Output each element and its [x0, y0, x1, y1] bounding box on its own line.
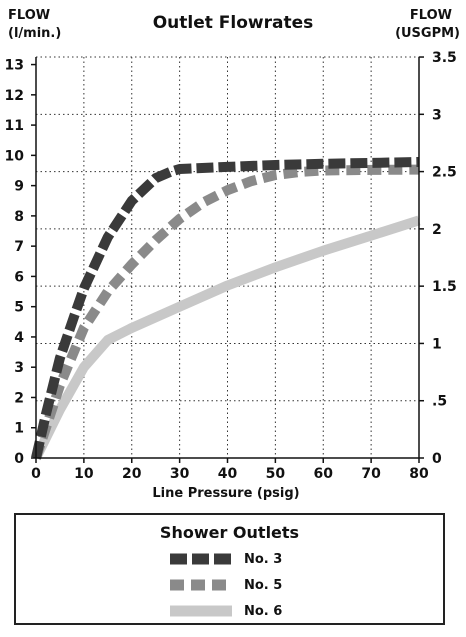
legend-item-no3: No. 3: [168, 549, 282, 569]
x-tick-label: 70: [361, 466, 381, 482]
x-tick-label: 10: [74, 466, 94, 482]
y-tick-label: 6: [14, 269, 24, 285]
y-tick-label: 9: [14, 179, 24, 195]
series-layer: [31, 157, 421, 461]
y2-tick-label: .5: [432, 394, 447, 410]
x-tick-labels: 0 10 20 30 40 50 60 70 80: [31, 466, 429, 482]
right-axis-label-line1: FLOW: [410, 8, 452, 23]
right-axis-label-line2: (USGPM): [395, 26, 460, 41]
x-tick-label: 20: [122, 466, 142, 482]
legend: Shower Outlets No. 3 No. 5 No. 6: [14, 513, 445, 625]
x-tick-label: 30: [170, 466, 190, 482]
x-tick-label: 40: [218, 466, 238, 482]
y2-tick-label: 2.5: [432, 165, 457, 181]
x-axis-label: Line Pressure (psig): [152, 486, 299, 501]
y-tick-label: 2: [14, 390, 24, 406]
x-tick-label: 0: [31, 466, 41, 482]
y2-tick-label: 1.5: [432, 279, 457, 295]
y-tick-label: 0: [14, 451, 24, 467]
series-line-no5: [31, 164, 420, 460]
series-line-no3: [31, 157, 420, 460]
grid-lines: [36, 56, 419, 458]
flowrate-chart: FLOW (l/min.) Outlet Flowrates FLOW (USG…: [5, 8, 460, 501]
x-tick-label: 80: [409, 466, 429, 482]
series-line-no6: [31, 215, 421, 461]
y-tick-label: 7: [14, 239, 24, 255]
y-tick-label: 4: [14, 330, 24, 346]
y2-tick-label: 3: [432, 107, 442, 123]
y-tick-label: 13: [5, 58, 24, 74]
left-axis-label-line2: (l/min.): [8, 26, 61, 41]
legend-label-no3: No. 3: [244, 551, 283, 567]
legend-swatch-no5: [170, 579, 232, 591]
left-axis-label-line1: FLOW: [8, 8, 50, 23]
y-tick-label: 10: [5, 148, 25, 164]
y-tick-label: 11: [5, 118, 24, 134]
legend-title: Shower Outlets: [159, 523, 300, 542]
y-tick-label: 8: [14, 209, 24, 225]
y2-tick-label: 0: [432, 451, 442, 467]
tick-marks: [31, 56, 424, 463]
legend-label-no5: No. 5: [244, 577, 283, 593]
y-tick-label: 5: [14, 300, 24, 316]
y2-tick-labels: 0 .5 1 1.5 2 2.5 3 3.5: [432, 50, 457, 467]
legend-swatch-no6: [170, 605, 232, 617]
chart-title: Outlet Flowrates: [153, 13, 314, 33]
x-tick-label: 60: [314, 466, 334, 482]
y2-tick-label: 3.5: [432, 50, 457, 66]
legend-label-no6: No. 6: [244, 603, 283, 619]
y-tick-label: 1: [14, 421, 24, 437]
legend-item-no5: No. 5: [168, 575, 282, 595]
legend-swatch-no3: [170, 553, 232, 565]
y2-tick-label: 1: [432, 336, 442, 352]
y-tick-label: 3: [14, 360, 24, 376]
x-tick-label: 50: [266, 466, 286, 482]
y2-tick-label: 2: [432, 222, 442, 238]
legend-item-no6: No. 6: [168, 601, 282, 621]
y-tick-label: 12: [5, 88, 24, 104]
